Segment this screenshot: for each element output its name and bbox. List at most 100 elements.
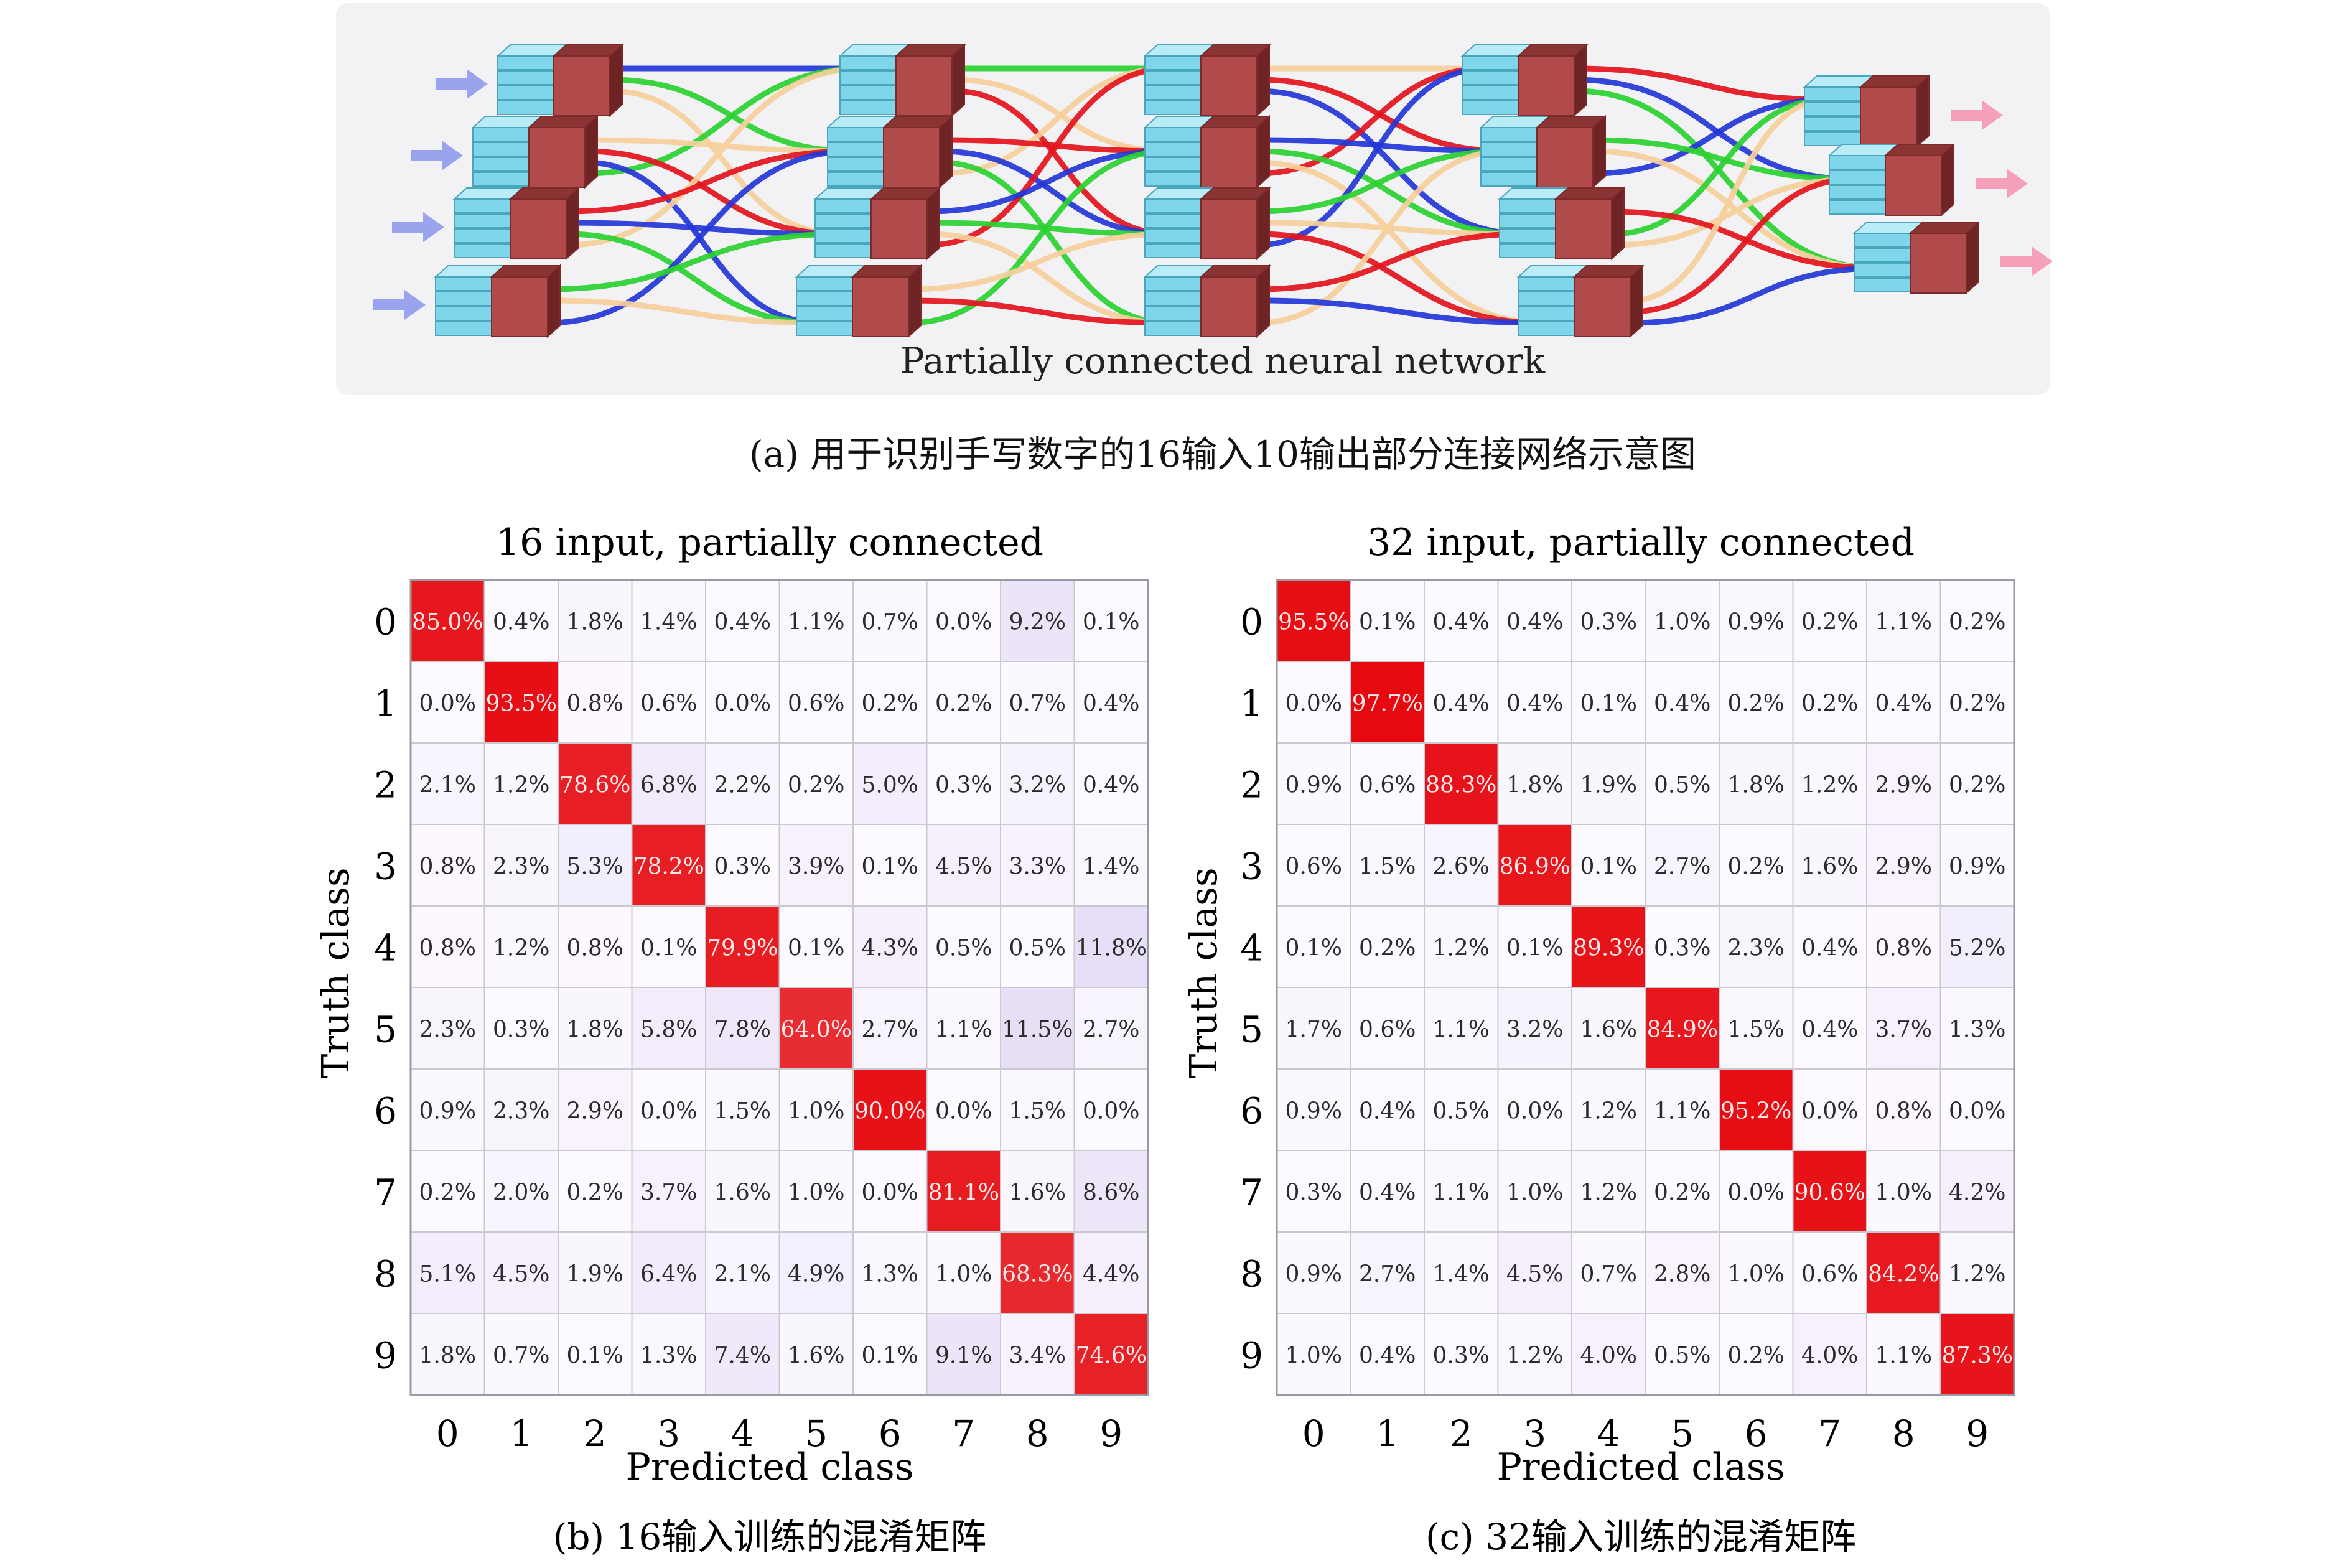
heatmap-cell xyxy=(1645,1068,1720,1151)
cell-value-label: 0.3% xyxy=(1433,1343,1490,1369)
heatmap-cell xyxy=(1000,1313,1075,1396)
heatmap-cell xyxy=(1000,987,1075,1070)
heatmap-cell xyxy=(631,1231,706,1314)
connection-curve xyxy=(1254,148,1509,215)
cell-value-label: 0.1% xyxy=(862,854,918,880)
heatmap-cell xyxy=(852,1313,928,1396)
cell-value-label: 0.0% xyxy=(1728,1180,1785,1206)
cell-value-label: 11.8% xyxy=(1076,936,1147,961)
cell-value-label: 4.2% xyxy=(1949,1180,2005,1206)
heatmap-cell xyxy=(1350,1150,1425,1233)
cell-value-label: 0.2% xyxy=(1949,773,2005,798)
cell-value-label: 0.0% xyxy=(935,610,992,635)
heatmap-cell xyxy=(631,661,706,744)
heatmap-cell xyxy=(778,824,854,907)
truth-tick-labels: 0 1 2 3 4 5 6 7 8 9 xyxy=(1240,601,1263,1377)
cell-value-label: 2.3% xyxy=(493,1099,549,1124)
connection-curve xyxy=(544,148,856,326)
heatmap-cell xyxy=(1497,1313,1572,1396)
neuron-block xyxy=(1803,74,1931,149)
cell-value-label: 5.2% xyxy=(1949,936,2005,961)
connection-curve xyxy=(1627,265,1882,326)
neuron-block xyxy=(1143,186,1271,261)
cell-value-label: 6.8% xyxy=(640,773,697,798)
cell-value-label: 1.7% xyxy=(1286,1017,1342,1043)
x-axis-label: Predicted class xyxy=(625,1445,913,1489)
heatmap-cell xyxy=(926,661,1001,744)
cell-value-label: 2.7% xyxy=(1654,854,1710,880)
heatmap-cell xyxy=(1792,1150,1867,1233)
heatmap-cell xyxy=(558,905,633,988)
caption-a: (a) 用于识别手写数字的16输入10输出部分连接网络示意图 xyxy=(749,433,1696,475)
heatmap-cell xyxy=(1497,1150,1572,1233)
neuron-block xyxy=(1827,142,1956,217)
connection-curve xyxy=(563,148,856,215)
heatmap-cell xyxy=(410,905,485,988)
cell-value-label: 2.7% xyxy=(1083,1017,1139,1043)
heatmap-cell xyxy=(778,987,854,1070)
output-arrow-icon xyxy=(1976,169,2028,198)
cell-value-label: 0.3% xyxy=(493,1017,549,1043)
cell-value-label: 1.2% xyxy=(493,773,549,798)
heatmap-cell xyxy=(778,1231,854,1314)
cell-value-label: 1.0% xyxy=(1728,1262,1785,1287)
cell-value-label: 11.5% xyxy=(1002,1017,1073,1043)
connection-curve xyxy=(563,231,824,326)
cell-value-label: 0.0% xyxy=(862,1180,918,1206)
cell-value-label: 1.1% xyxy=(1875,1343,1932,1369)
heatmap-cell xyxy=(1719,1068,1794,1151)
heatmap-cell xyxy=(1424,742,1499,825)
predicted-tick-label: 2 xyxy=(584,1412,607,1455)
connection-curve xyxy=(563,220,843,237)
cell-value-label: 3.2% xyxy=(1009,773,1066,798)
cell-value-label: 95.2% xyxy=(1720,1099,1791,1124)
heatmap-cell xyxy=(483,1313,559,1396)
cell-value-label: 1.2% xyxy=(1580,1180,1637,1206)
cell-value-label: 0.2% xyxy=(1949,610,2005,635)
heatmap-cell xyxy=(410,661,485,744)
heatmap-cell xyxy=(483,987,559,1070)
cell-value-label: 0.4% xyxy=(1654,691,1710,717)
cell-value-label: 2.6% xyxy=(1433,854,1490,880)
cell-value-label: 0.9% xyxy=(1286,1262,1342,1287)
cell-value-label: 0.3% xyxy=(1580,610,1637,635)
cell-value-label: 2.9% xyxy=(567,1099,623,1124)
cell-value-label: 0.4% xyxy=(1801,1017,1858,1043)
cell-value-label: 0.6% xyxy=(640,691,697,717)
heatmap-cell xyxy=(1276,905,1351,988)
cell-value-label: 3.7% xyxy=(640,1180,697,1206)
cell-value-label: 1.8% xyxy=(419,1343,476,1369)
heatmap-cell xyxy=(1073,824,1149,907)
heatmap-cell xyxy=(1719,905,1794,988)
y-axis-label: Truth class xyxy=(314,867,358,1078)
neuron-block xyxy=(1479,114,1607,189)
heatmap-cell xyxy=(705,1231,780,1314)
predicted-tick-labels: 0 1 2 3 4 5 6 7 8 9 xyxy=(1302,1412,1989,1455)
connection-curve xyxy=(1254,231,1528,292)
connection-curve xyxy=(924,148,1173,215)
heatmap-cell xyxy=(558,742,633,825)
heatmap-cell xyxy=(1276,1231,1351,1314)
heatmap-cell xyxy=(1939,1231,2015,1314)
cell-value-label: 1.0% xyxy=(1506,1180,1563,1206)
cell-value-label: 0.0% xyxy=(1083,1099,1139,1124)
cell-value-label: 1.1% xyxy=(1654,1099,1710,1124)
connection-curve xyxy=(1590,96,1832,177)
cell-value-label: 8.6% xyxy=(1083,1180,1139,1206)
heatmap-cell xyxy=(1719,1313,1794,1396)
cell-value-label: 86.9% xyxy=(1500,854,1570,880)
heatmap-cells: 95.5% 0.1% 0.4% 0.4% 0.3% 1.0% 0.9% 0.2% 1.1% 0.2… xyxy=(1276,579,2015,1396)
cell-value-label: 0.2% xyxy=(419,1180,476,1206)
y-axis-label: Truth class xyxy=(1182,867,1226,1078)
cell-value-label: 1.1% xyxy=(788,610,844,635)
heatmap-cell xyxy=(1939,1313,2015,1396)
heatmap-cell xyxy=(558,987,633,1070)
neuron-block xyxy=(1852,220,1981,295)
heatmap-cell xyxy=(1000,824,1075,907)
heatmap-cell xyxy=(483,661,559,744)
connection-curve xyxy=(582,148,843,237)
cell-value-label: 1.4% xyxy=(640,610,697,635)
truth-tick-label: 8 xyxy=(1240,1253,1263,1295)
heatmap-cell xyxy=(778,579,854,662)
cell-value-label: 1.4% xyxy=(1083,854,1139,880)
